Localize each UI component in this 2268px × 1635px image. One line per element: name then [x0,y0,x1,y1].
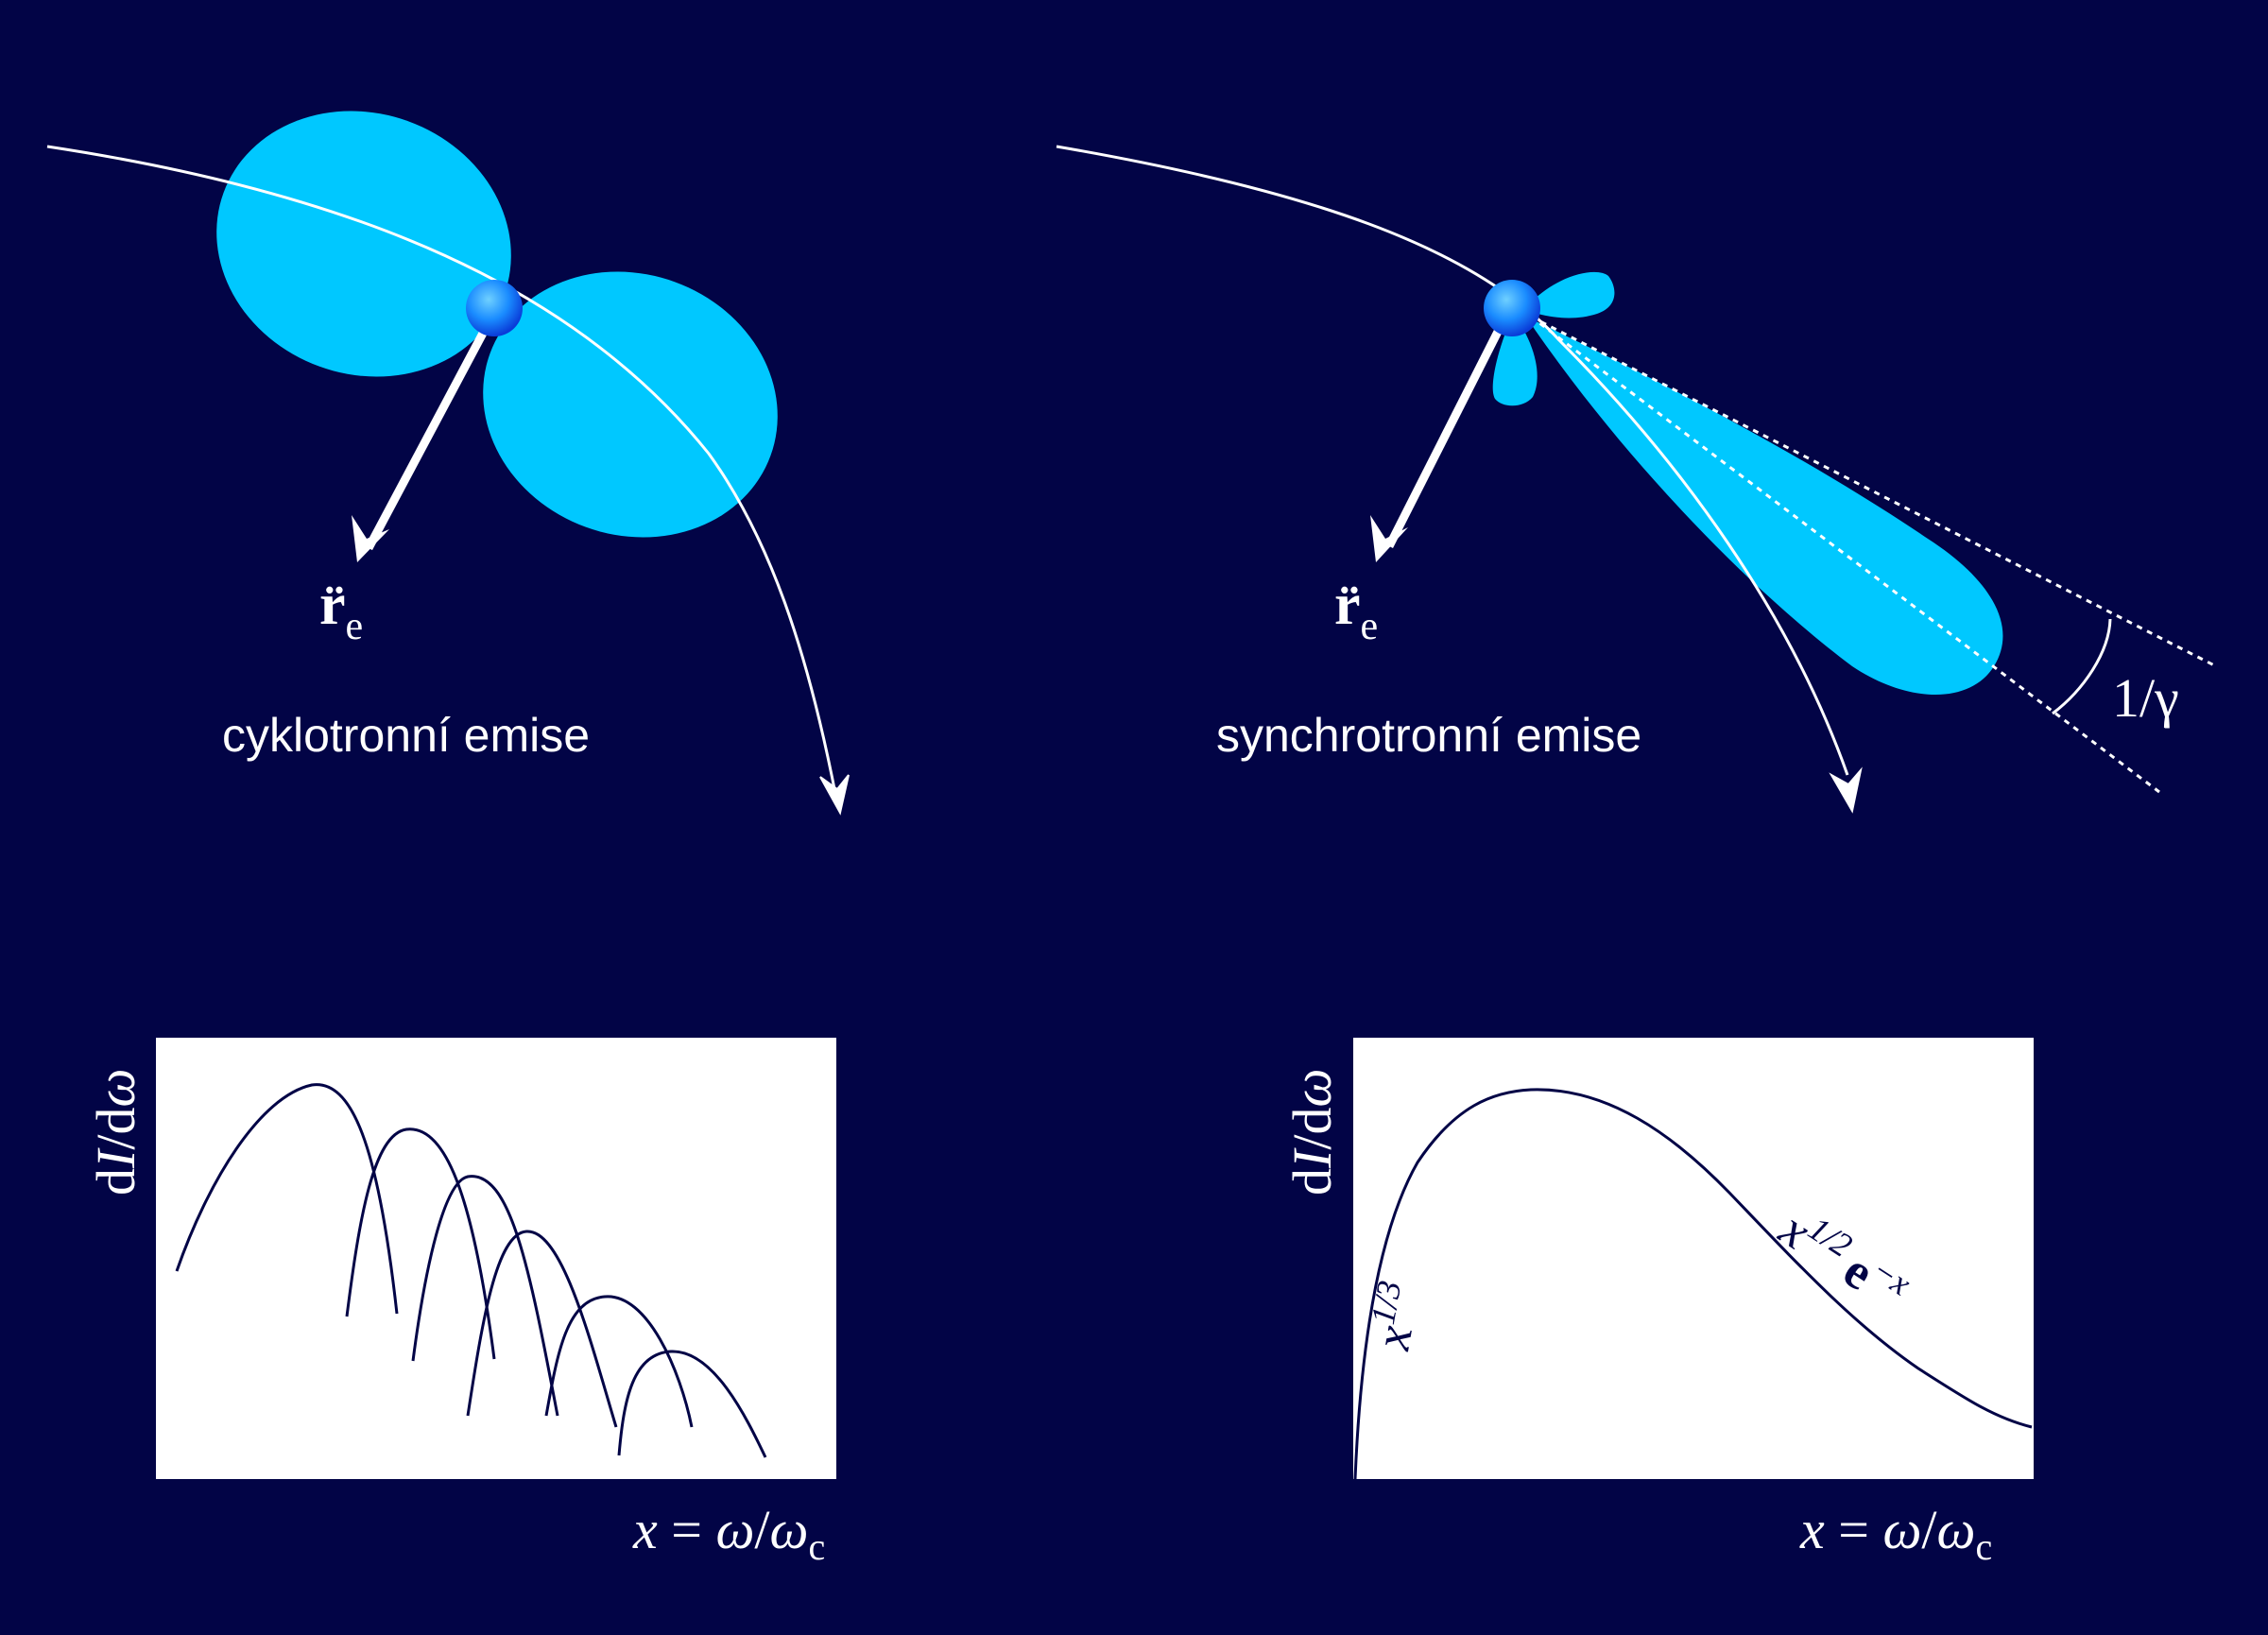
dipole-lobes [216,111,778,538]
synchrotron-spectrum-plot: x1/3 x1/2e−x dI/dω x = ω/ωc [1281,1038,2034,1568]
electron-trajectory [1056,145,1849,776]
harmonic-6 [617,1350,767,1458]
beam-cone-lines [1530,315,2217,794]
harmonic-curves [175,1083,767,1458]
harmonic-5 [544,1295,694,1428]
harmonic-4 [466,1230,618,1428]
upper-lobe [216,111,511,377]
trajectory-arrowhead [819,774,850,816]
acceleration-label: r̈e [1334,573,1378,648]
plot-area [1353,1038,2034,1479]
electron-trajectory [46,145,838,800]
y-axis-label: dI/dω [1281,1069,1343,1196]
synchrotron-caption: synchrotronní emise [1216,709,1641,762]
cyclotron-panel: r̈e cyklotronní emise [46,111,850,816]
x-axis-label: x = ω/ωc [632,1499,825,1568]
acceleration-arrow [1384,323,1505,549]
beamed-lobes [1492,271,2003,695]
acceleration-label: r̈e [319,573,363,648]
harmonic-1 [175,1083,399,1315]
plot-area [156,1038,836,1479]
electron [1484,280,1540,336]
harmonic-2 [345,1127,496,1360]
main-beam-lobe [1526,317,2003,695]
small-forward-lobe [1531,271,1615,318]
synchrotron-curve [1353,1088,2033,1480]
acceleration-arrowhead [352,515,389,562]
cyclotron-caption: cyklotronní emise [222,709,590,762]
harmonic-3 [411,1175,559,1417]
synchrotron-panel: 1/γ r̈e synchrotronní emise [1056,145,2217,814]
trajectory-arrowhead [1829,766,1863,814]
angle-arc [2052,618,2112,715]
small-down-lobe [1492,321,1538,406]
cone-edge-upper [1530,315,2217,668]
electron [466,280,523,336]
y-axis-label: dI/dω [85,1069,146,1196]
acceleration-arrow [365,323,490,551]
lower-lobe [483,271,778,538]
x-axis-label: x = ω/ωc [1799,1499,1992,1568]
cyclotron-spectrum-plot: dI/dω x = ω/ωc [85,1038,836,1568]
angle-label: 1/γ [2112,667,2179,729]
acceleration-arrowhead [1370,515,1408,562]
